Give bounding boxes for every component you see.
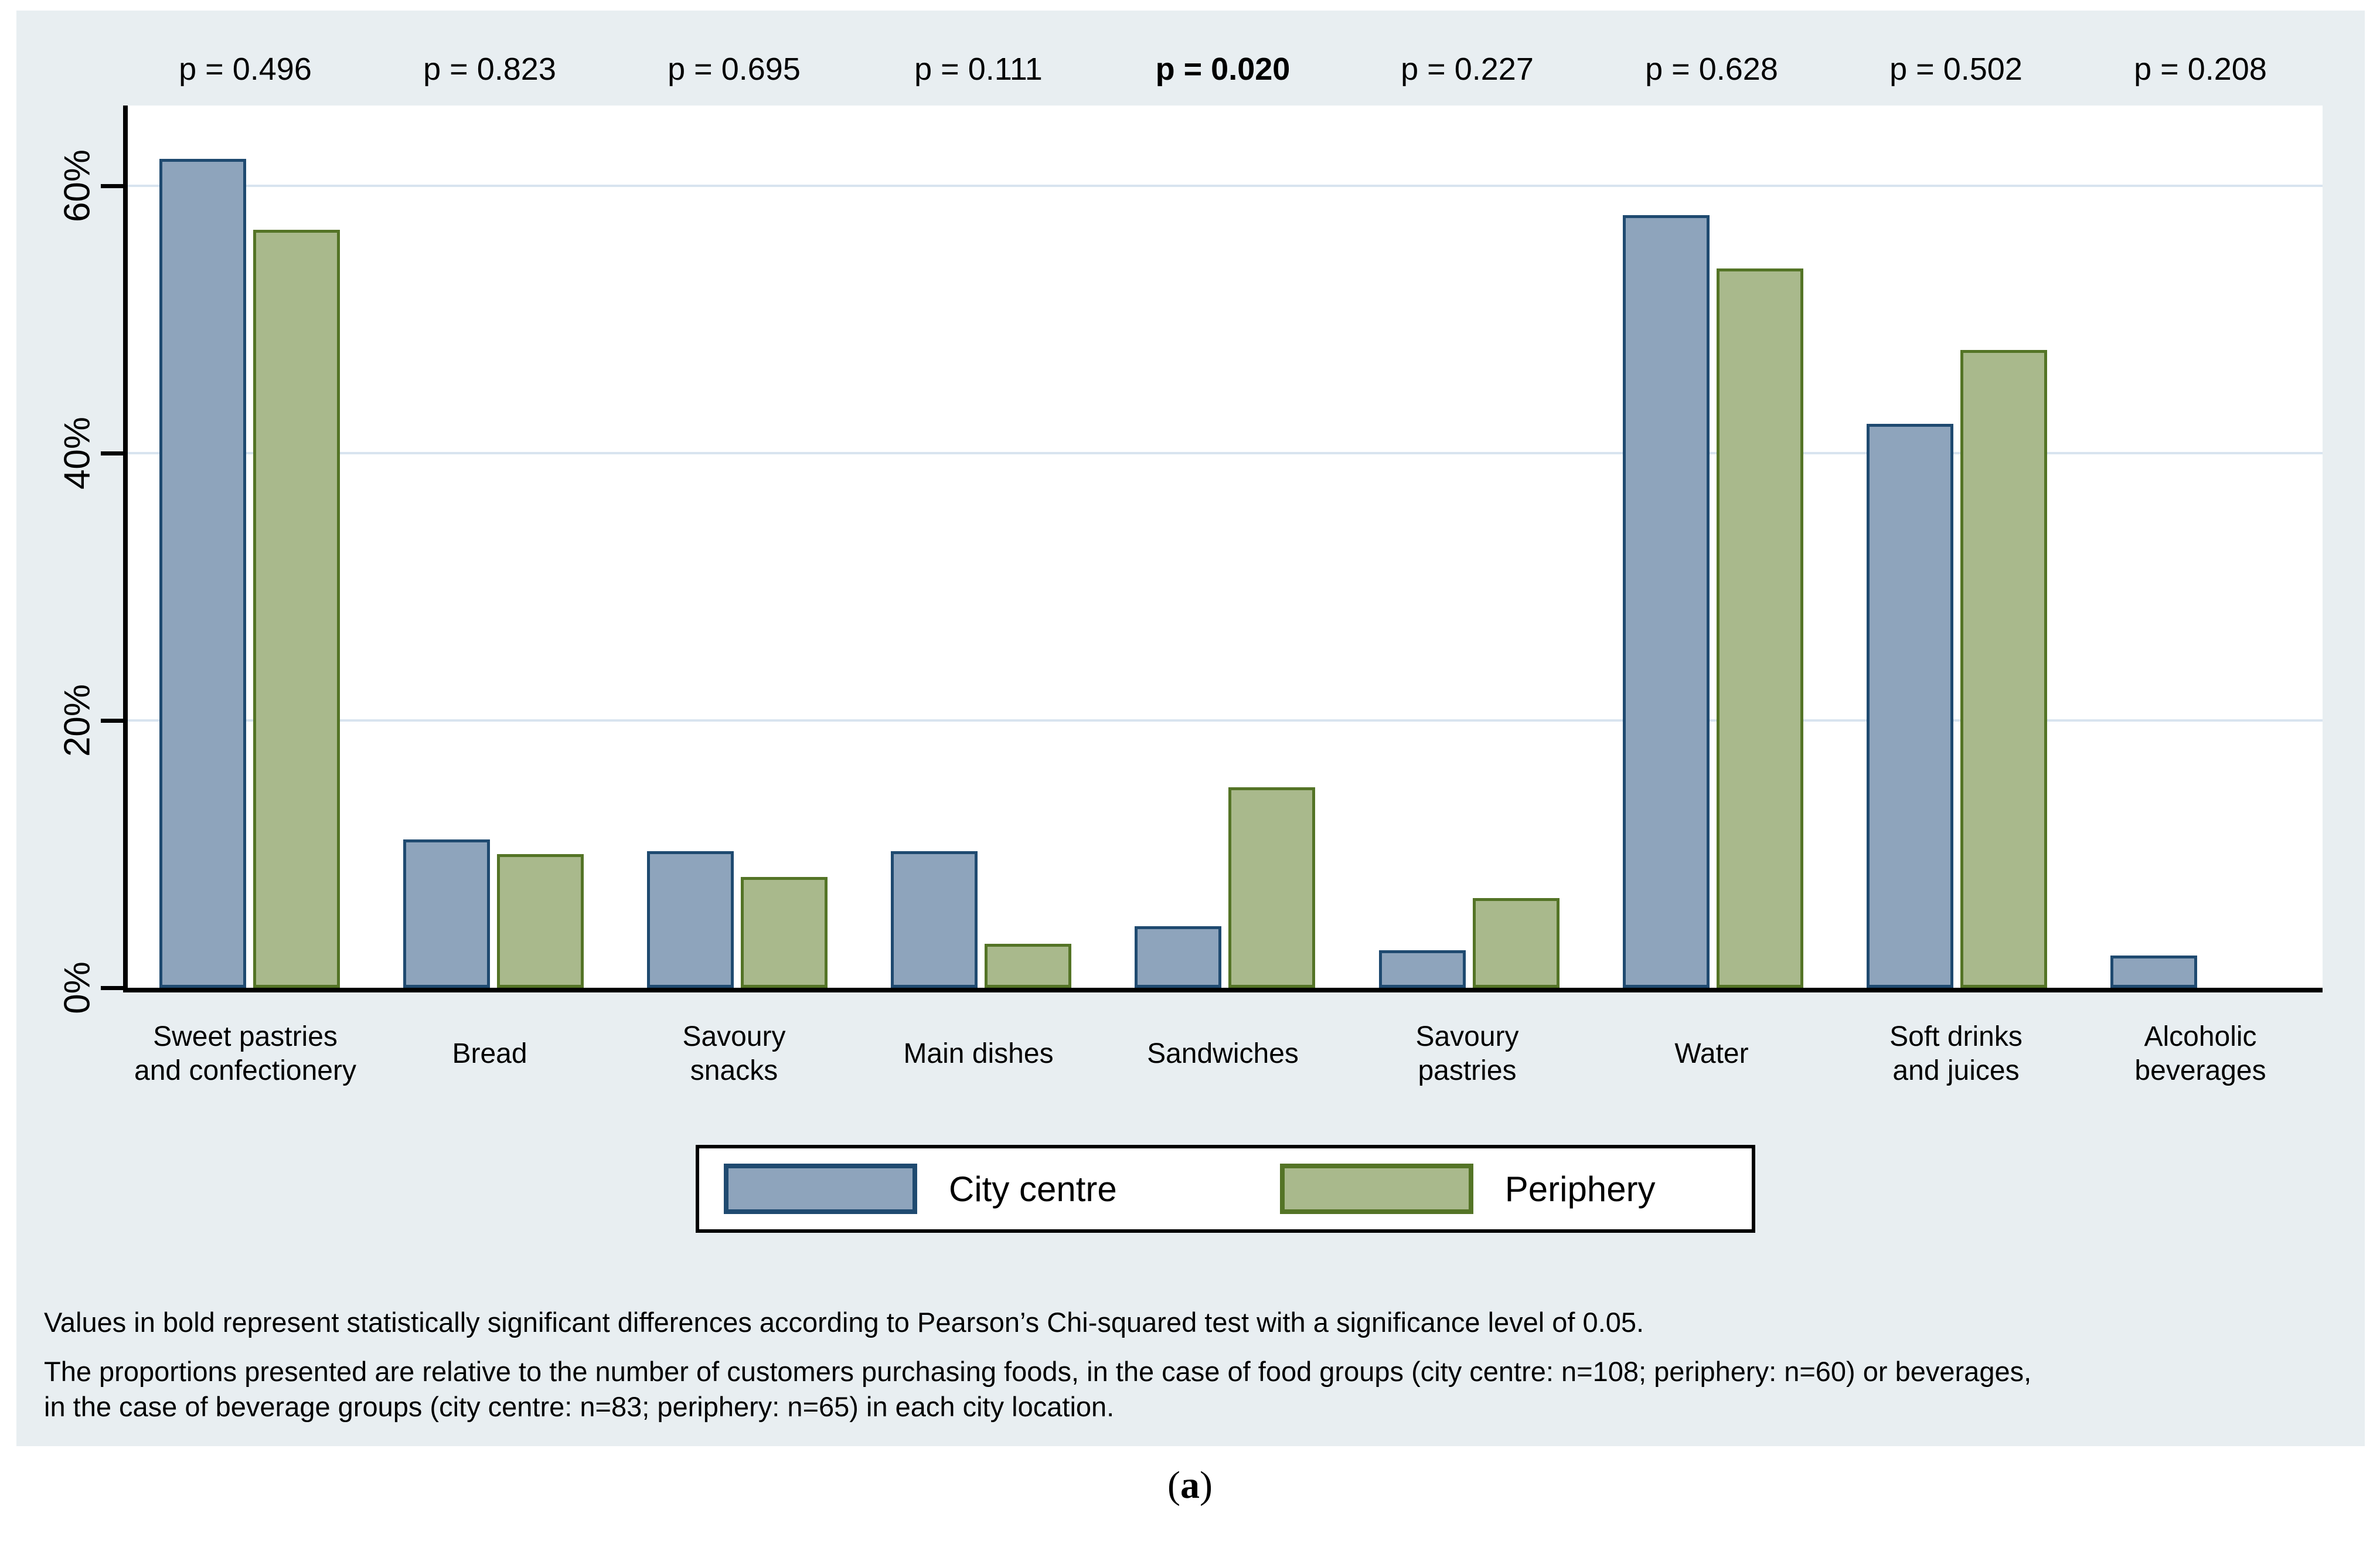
bar-group — [1835, 106, 2079, 988]
p-value-row: p = 0.496 p = 0.823 p = 0.695 p = 0.111 p = … — [123, 45, 2323, 94]
bar-periphery — [1960, 350, 2047, 988]
category-label: Water — [1589, 1007, 1834, 1101]
category-label-line: Savoury — [682, 1021, 786, 1053]
legend-label-periphery: Periphery — [1504, 1169, 1656, 1209]
category-label-row: Sweet pastries and confectionery Bread Savo… — [123, 1007, 2323, 1101]
y-tick-label: 20% — [57, 684, 98, 757]
bar-group — [2079, 106, 2323, 988]
category-label-line: Sandwiches — [1147, 1038, 1299, 1070]
p-value-label: p = 0.227 — [1401, 52, 1534, 87]
p-value-label: p = 0.111 — [914, 52, 1043, 87]
category-label: Main dishes — [856, 1007, 1101, 1101]
bar-city-centre — [403, 839, 491, 988]
footnote-proportions: The proportions presented are relative t… — [44, 1354, 2341, 1424]
bar-periphery — [741, 876, 828, 988]
category-label: Bread — [367, 1007, 612, 1101]
bar-periphery — [497, 854, 584, 988]
legend-swatch-city-centre — [724, 1164, 917, 1214]
gridline — [128, 719, 2323, 722]
plot-area: 0% 20% 40% 60% — [57, 106, 2323, 1014]
bar-city-centre — [1866, 423, 1953, 988]
p-value-label: p = 0.823 — [423, 52, 556, 87]
category-label: Sweet pastries and confectionery — [123, 1007, 367, 1101]
category-label-line: Savoury — [1415, 1021, 1519, 1053]
category-label-line: Alcoholic — [2144, 1021, 2257, 1053]
category-label: Sandwiches — [1101, 1007, 1345, 1101]
category-label-line: Bread — [452, 1038, 527, 1070]
legend: City centre Periphery — [696, 1145, 1755, 1233]
bar-city-centre — [647, 851, 734, 988]
bar-group — [1347, 106, 1591, 988]
category-label: Alcoholic beverages — [2078, 1007, 2323, 1101]
bar-periphery — [253, 230, 341, 988]
legend-label-city-centre: City centre — [949, 1169, 1117, 1209]
category-label-line: Main dishes — [903, 1038, 1054, 1070]
footnote-proportions-line1: The proportions presented are relative t… — [44, 1356, 2032, 1387]
caption-open-paren: ( — [1167, 1464, 1180, 1507]
category-label: Savoury snacks — [612, 1007, 856, 1101]
category-label-line: Soft drinks — [1889, 1021, 2023, 1053]
gridline — [128, 451, 2323, 454]
caption-close-paren: ) — [1200, 1464, 1213, 1507]
category-label-line: and juices — [1892, 1055, 2020, 1086]
bar-city-centre — [159, 159, 247, 988]
category-label-line: pastries — [1418, 1055, 1517, 1086]
bar-city-centre — [2110, 956, 2197, 988]
p-value-label: p = 0.208 — [2134, 52, 2267, 87]
bar-groups — [128, 106, 2323, 988]
category-label-line: and confectionery — [134, 1055, 356, 1086]
category-label: Savoury pastries — [1345, 1007, 1589, 1101]
bar-city-centre — [891, 851, 978, 988]
legend-swatch-periphery — [1279, 1164, 1473, 1214]
footnote-proportions-line2: in the case of beverage groups (city cen… — [44, 1391, 1115, 1423]
y-tick — [101, 451, 128, 455]
bar-city-centre — [1135, 926, 1222, 988]
bar-periphery — [985, 943, 1072, 988]
y-tick — [101, 718, 128, 723]
figure-caption: (a) — [0, 1463, 2380, 1508]
bar-group — [372, 106, 615, 988]
p-value-label: p = 0.695 — [668, 52, 801, 87]
p-value-label: p = 0.496 — [179, 52, 312, 87]
category-label-line: beverages — [2134, 1055, 2266, 1086]
chart-panel: p = 0.496 p = 0.823 p = 0.695 p = 0.111 p = … — [16, 11, 2365, 1446]
bar-group — [1591, 106, 1835, 988]
bar-periphery — [1716, 268, 1803, 988]
p-value-label: p = 0.628 — [1645, 52, 1778, 87]
y-tick-label: 60% — [57, 149, 98, 222]
p-value-label: p = 0.502 — [1889, 52, 2023, 87]
category-label-line: snacks — [690, 1055, 778, 1086]
bar-city-centre — [1622, 215, 1710, 988]
bar-periphery — [1228, 787, 1316, 988]
footnote-significance: Values in bold represent statistically s… — [44, 1307, 1644, 1338]
bar-group — [859, 106, 1103, 988]
p-value-label: p = 0.020 — [1155, 52, 1291, 87]
bar-group — [128, 106, 372, 988]
bar-periphery — [1472, 898, 1560, 988]
y-tick — [101, 183, 128, 188]
bar-group — [1103, 106, 1347, 988]
y-tick-label: 40% — [57, 416, 98, 489]
category-label-line: Water — [1674, 1038, 1749, 1070]
bar-group — [615, 106, 859, 988]
caption-letter: a — [1180, 1464, 1200, 1507]
category-label-line: Sweet pastries — [153, 1021, 338, 1053]
gridline — [128, 184, 2323, 187]
y-tick — [101, 986, 128, 990]
category-label: Soft drinks and juices — [1834, 1007, 2078, 1101]
y-tick-label: 0% — [57, 961, 98, 1014]
bar-city-centre — [1378, 950, 1466, 988]
